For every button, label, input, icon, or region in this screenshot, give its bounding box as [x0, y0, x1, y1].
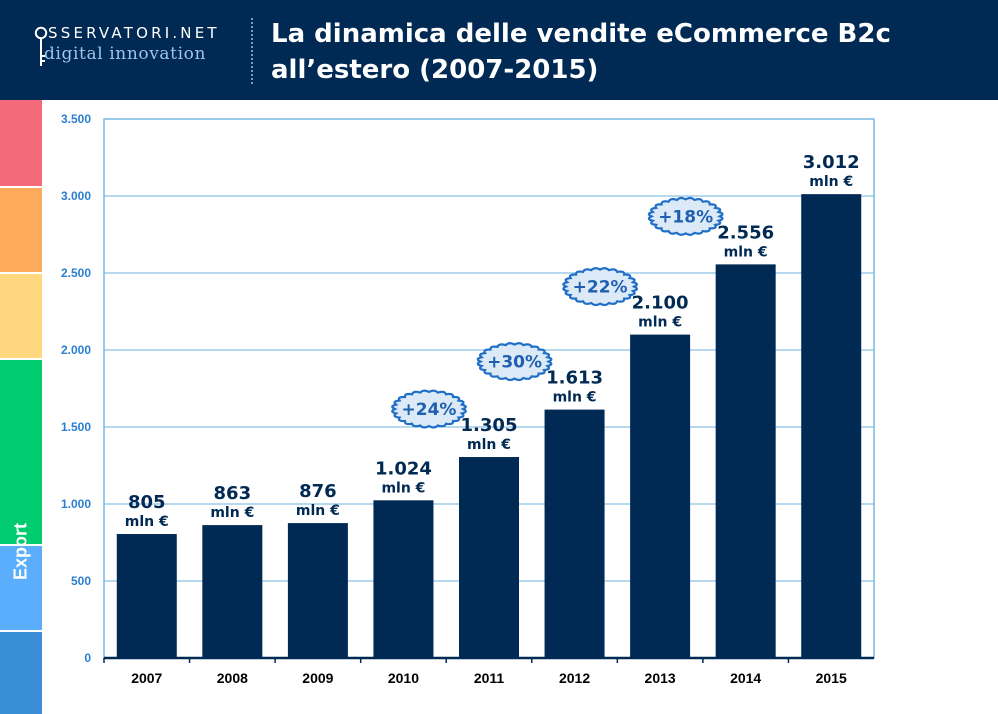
growth-badge-label: +22%	[573, 278, 628, 298]
bar	[287, 523, 348, 658]
page-title-line-1: La dinamica delle vendite eCommerce B2c	[271, 19, 891, 49]
bar	[116, 534, 177, 658]
bar	[544, 409, 605, 658]
sidebar-strip-5[interactable]	[0, 546, 42, 630]
page-title: La dinamica delle vendite eCommerce B2c …	[271, 16, 971, 88]
growth-badge	[647, 196, 724, 236]
data-unit-label: mln €	[381, 480, 425, 496]
logo-wordmark: SSERVATORI.NET	[48, 24, 220, 42]
bar	[801, 194, 862, 659]
data-label: 3.012	[803, 152, 860, 173]
y-tick-label: 3.000	[61, 189, 91, 203]
data-label: 805	[128, 492, 166, 513]
bar	[202, 525, 263, 658]
data-label: 2.100	[632, 293, 689, 314]
data-label: 863	[214, 483, 252, 504]
sidebar-strip-6[interactable]	[0, 632, 42, 714]
growth-badge	[476, 342, 553, 382]
growth-badge	[391, 389, 467, 429]
data-label: 2.556	[717, 222, 774, 243]
growth-badge-label: +24%	[402, 400, 457, 420]
sidebar-strip-export[interactable]	[0, 360, 42, 544]
data-label: 1.613	[546, 368, 603, 389]
data-unit-label: mln €	[296, 503, 340, 519]
y-tick-label: 2.000	[61, 343, 91, 357]
data-unit-label: mln €	[724, 244, 768, 260]
growth-badge-label: +18%	[658, 207, 713, 227]
x-tick-label: 2010	[388, 670, 419, 686]
x-tick-label: 2015	[816, 670, 847, 686]
x-tick-label: 2014	[730, 670, 761, 686]
bar	[715, 264, 776, 658]
data-unit-label: mln €	[553, 390, 597, 406]
logo-tagline: digital innovation	[44, 44, 207, 64]
x-tick-label: 2009	[302, 670, 333, 686]
sidebar-strip-2[interactable]	[0, 188, 42, 272]
bar	[459, 457, 519, 658]
x-tick-label: 2008	[217, 670, 248, 686]
page-title-line-2: all’estero (2007-2015)	[271, 55, 599, 85]
data-label: 1.305	[461, 415, 518, 436]
x-tick-label: 2011	[474, 670, 505, 686]
data-unit-label: mln €	[210, 505, 254, 521]
data-unit-label: mln €	[809, 174, 853, 190]
y-tick-label: 1.000	[61, 497, 91, 511]
osservatori-logo[interactable]: SSERVATORI.NET digital innovation	[34, 22, 234, 82]
x-tick-label: 2007	[131, 670, 162, 686]
growth-badge	[562, 267, 639, 307]
bar	[373, 500, 434, 658]
data-unit-label: mln €	[467, 437, 511, 453]
header-divider	[251, 18, 253, 84]
data-label: 1.024	[375, 458, 432, 479]
bar	[630, 334, 691, 658]
sidebar-strip-1[interactable]	[0, 100, 42, 186]
x-tick-label: 2012	[559, 670, 590, 686]
y-tick-label: 1.500	[61, 420, 91, 434]
y-tick-label: 500	[71, 574, 91, 588]
data-unit-label: mln €	[638, 315, 682, 331]
y-tick-label: 0	[84, 651, 91, 665]
growth-badge-label: +30%	[487, 353, 542, 373]
section-sidebar: Export	[0, 100, 42, 714]
key-icon	[34, 26, 48, 66]
x-tick-label: 2013	[645, 670, 676, 686]
data-label: 876	[299, 481, 337, 502]
y-tick-label: 2.500	[61, 266, 91, 280]
y-tick-label: 3.500	[61, 112, 91, 126]
bar-chart: 0 500 1.000 1.500 2.000 2.500 3.000 3.500 2007 80…	[61, 112, 875, 686]
data-unit-label: mln €	[125, 514, 169, 530]
header-bar: SSERVATORI.NET digital innovation La din…	[0, 0, 998, 100]
sidebar-strip-3[interactable]	[0, 274, 42, 358]
